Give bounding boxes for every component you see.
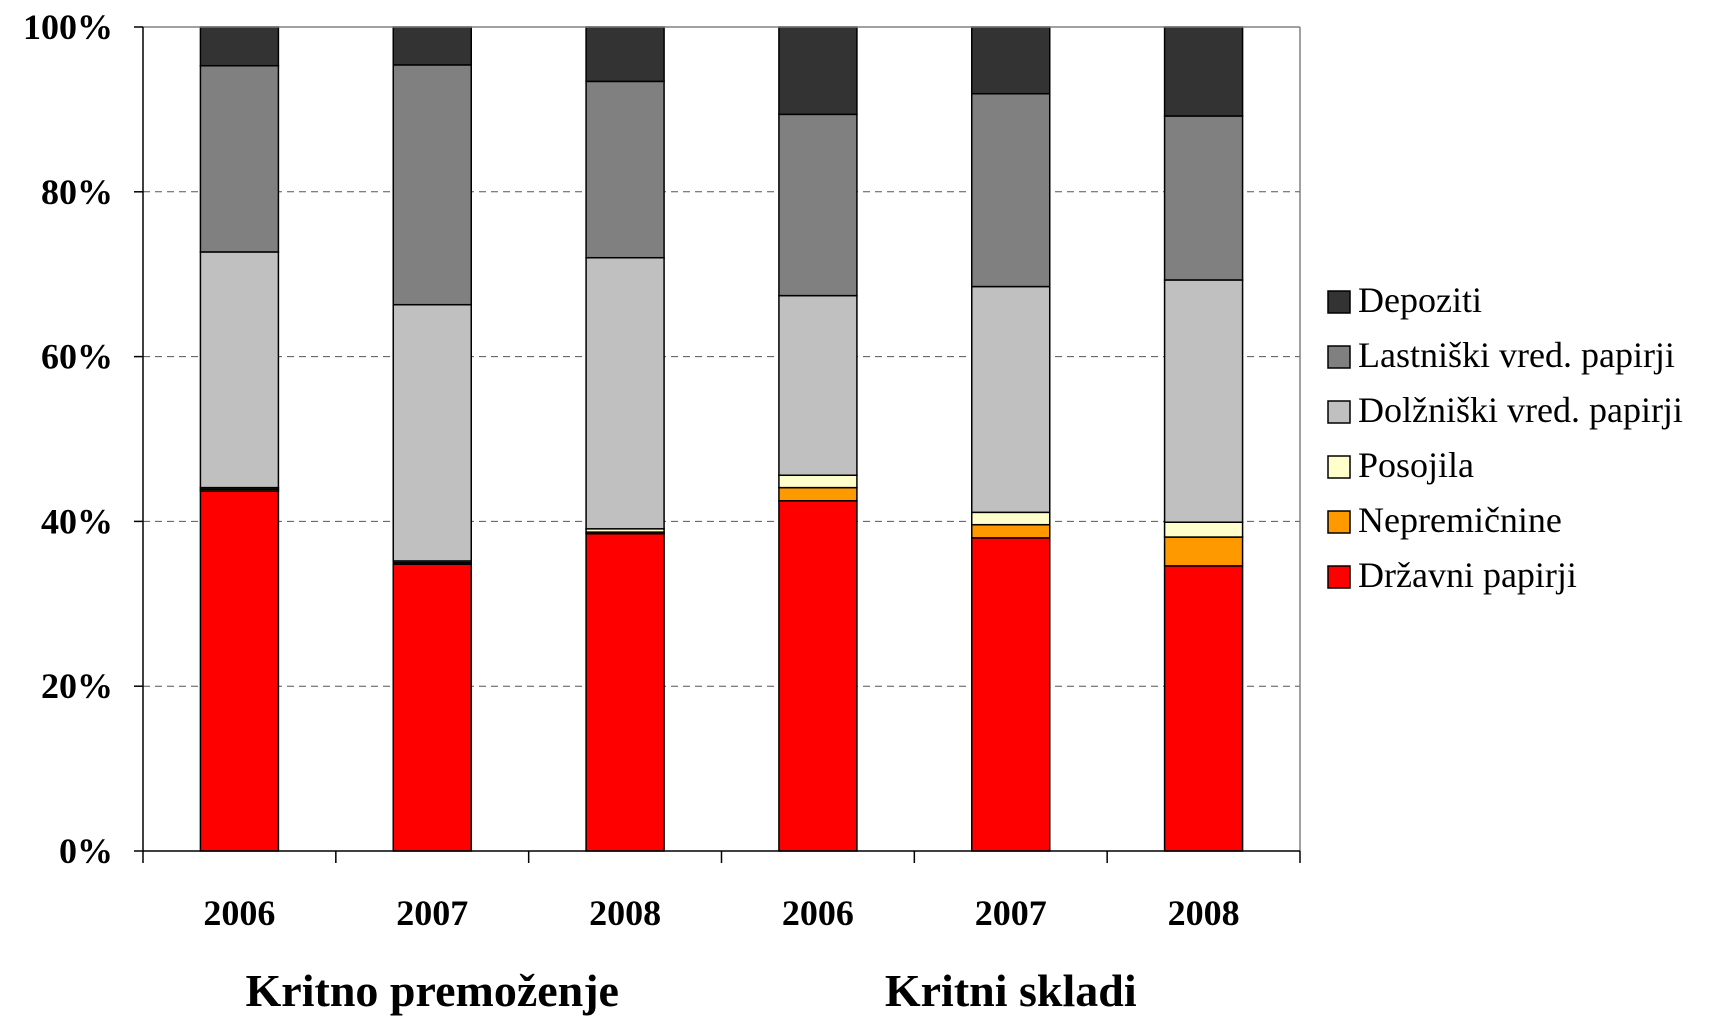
bar-segment [199, 490, 280, 852]
bar-segment [778, 500, 858, 852]
bar-segment [778, 486, 858, 502]
bar-segment [971, 511, 1051, 526]
legend-swatch [1327, 345, 1351, 369]
bar-segment [392, 303, 472, 562]
legend-label: Nepremičnine [1358, 500, 1562, 540]
bar-segment [585, 26, 665, 83]
bar-segment [392, 26, 472, 66]
legend-label: Depoziti [1358, 280, 1482, 320]
legend-swatch [1327, 565, 1351, 589]
bar-segment [585, 80, 665, 259]
bar-segment [1163, 279, 1244, 523]
y-tick-label: 0% [59, 831, 113, 871]
bar-segment [778, 26, 858, 116]
x-tick-label: 2007 [396, 893, 468, 933]
bar-segment [971, 523, 1051, 539]
y-tick-label: 20% [41, 666, 113, 706]
bar-segment [1163, 521, 1244, 538]
legend-label: Državni papirji [1358, 555, 1577, 595]
gridlines [143, 26, 1300, 687]
legend-label: Dolžniški vred. papirji [1358, 390, 1683, 430]
x-tick-label: 2008 [589, 893, 661, 933]
y-tick-label: 60% [41, 337, 113, 377]
y-tick-label: 40% [41, 501, 113, 541]
bar-segment [1163, 26, 1244, 117]
bar-segment [585, 533, 665, 852]
bar-segment [778, 294, 858, 477]
bar-segment [1163, 115, 1244, 281]
x-tick-label: 2008 [1168, 893, 1240, 933]
bar-segment [1163, 536, 1244, 567]
legend-swatch [1327, 400, 1351, 424]
bars [199, 26, 1244, 852]
legend-label: Lastniški vred. papirji [1358, 335, 1675, 375]
y-tick-label: 80% [41, 172, 113, 212]
bar-segment [392, 563, 472, 852]
bar-segment [778, 474, 858, 489]
group-label: Kritni skladi [885, 965, 1137, 1016]
axes [142, 26, 1301, 852]
x-axis-ticks: 2006 2007 2008 2006 2007 2008 [142, 851, 1301, 933]
bar-segment [199, 64, 280, 253]
legend: Depoziti Lastniški vred. papirji Dolžniški… [1327, 280, 1683, 595]
x-tick-label: 2006 [203, 893, 275, 933]
bar-segment [199, 26, 280, 67]
bar-segment [971, 285, 1051, 514]
legend-swatch [1327, 290, 1351, 314]
group-labels: Kritno premoženje Kritni skladi [246, 965, 1137, 1016]
legend-swatch [1327, 455, 1351, 479]
bar-segment [971, 92, 1051, 288]
bar-segment [392, 64, 472, 306]
legend-swatch [1327, 510, 1351, 534]
x-tick-label: 2006 [782, 893, 854, 933]
group-label: Kritno premoženje [246, 965, 619, 1016]
bar-segment [199, 251, 280, 489]
bar-segment [1163, 565, 1244, 852]
y-tick-label: 100% [23, 7, 113, 47]
y-axis-ticks: 0% 20% 40% 60% 80% 100% [23, 7, 143, 871]
bar-segment [971, 537, 1051, 852]
x-tick-label: 2007 [975, 893, 1047, 933]
legend-label: Posojila [1358, 445, 1474, 485]
bar-segment [778, 113, 858, 297]
bar-segment [585, 256, 665, 530]
bar-segment [971, 26, 1051, 95]
